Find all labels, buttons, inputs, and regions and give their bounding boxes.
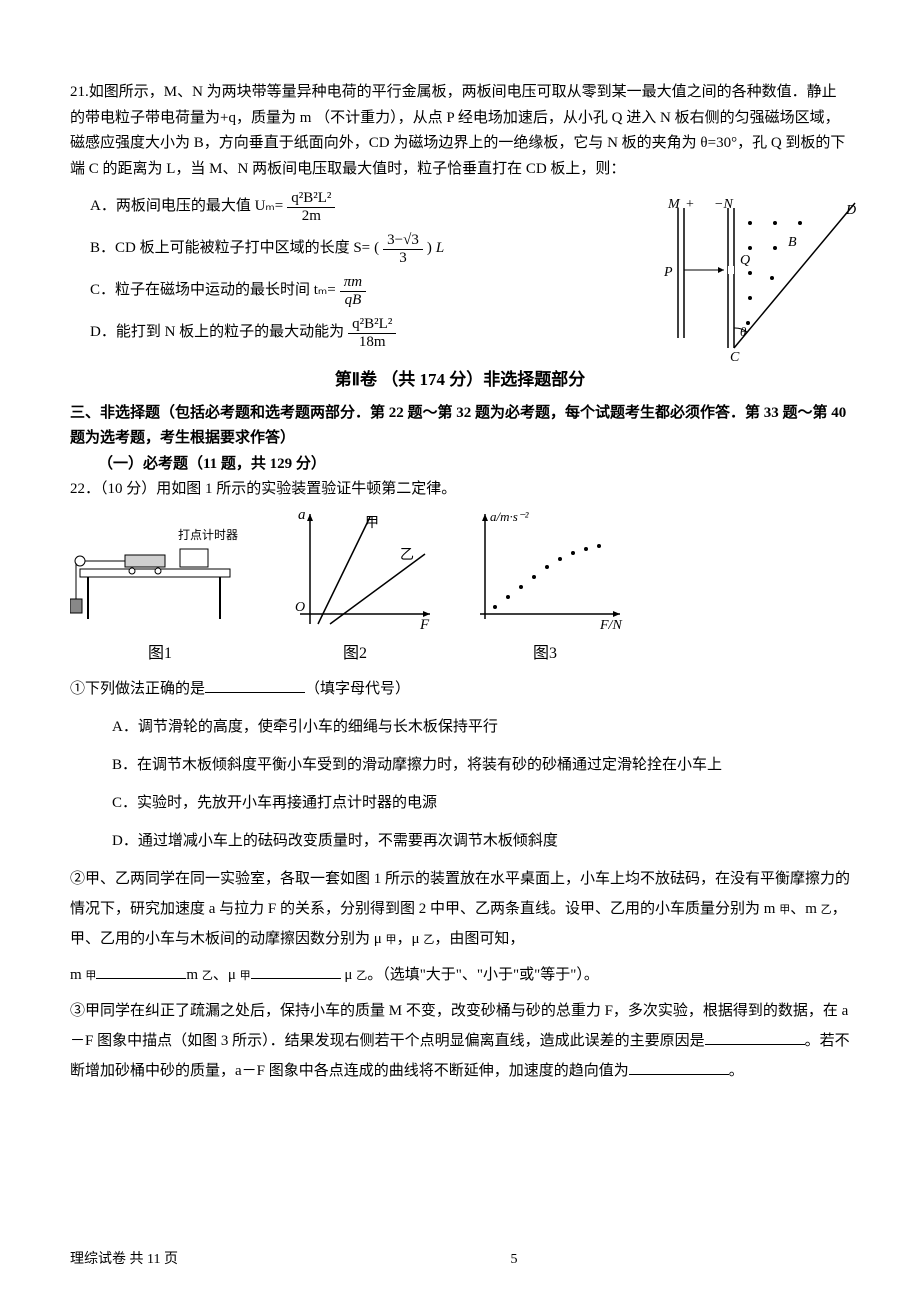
fig3-label: 图3 xyxy=(460,640,630,667)
label-C: C xyxy=(730,350,740,363)
question-22: 22．（10 分）用如图 1 所示的实验装置验证牛顿第二定律。 打点计时器 xyxy=(70,477,850,1085)
q22-optC: C．实验时，先放开小车再接通打点计时器的电源 xyxy=(112,788,850,818)
optC-prefix: C．粒子在磁场中运动的最长时间 tₘ= xyxy=(90,278,336,304)
footer-number: 5 xyxy=(70,1248,850,1272)
label-N: −N xyxy=(714,198,733,212)
q22-p1: ①下列做法正确的是（填字母代号） xyxy=(70,674,850,704)
blank-p1 xyxy=(205,677,305,693)
label-D: D xyxy=(845,203,856,218)
optA-prefix: A．两板间电压的最大值 Uₘ= xyxy=(90,194,283,220)
label-Q: Q xyxy=(740,253,750,268)
blank-reason xyxy=(705,1029,805,1045)
svg-text:F: F xyxy=(419,617,430,629)
page-footer: 理综试卷 共 11 页 5 xyxy=(70,1248,850,1272)
fig1-label: 图1 xyxy=(70,640,250,667)
section2-sub: （一）必考题（11 题，共 129 分） xyxy=(98,452,850,478)
optB-fraction: 3−√3 3 xyxy=(383,232,423,266)
svg-text:甲: 甲 xyxy=(365,516,379,531)
question-21: 21.如图所示，M、N 为两块带等量异种电荷的平行金属板，两板间电压可取从零到某… xyxy=(70,80,850,350)
label-M: M xyxy=(667,198,681,212)
blank-limit xyxy=(629,1059,729,1075)
q22-fig1: 打点计时器 图1 xyxy=(70,519,250,668)
optC-fraction: πm qB xyxy=(340,274,366,308)
optB-prefix: B．CD 板上可能被粒子打中区域的长度 S= xyxy=(90,236,370,262)
section2-instructions: 三、非选择题（包括必考题和选考题两部分．第 22 题～第 32 题为必考题，每个… xyxy=(70,401,850,452)
q22-optA: A．调节滑轮的高度，使牵引小车的细绳与长木板保持平行 xyxy=(112,712,850,742)
q22-optB: B．在调节木板倾斜度平衡小车受到的滑动摩擦力时，将装有砂的砂桶通过定滑轮拴在小车… xyxy=(112,750,850,780)
q22-p2-line2: m 甲m 乙、μ 甲 μ 乙。（选填"大于"、"小于"或"等于"）。 xyxy=(70,960,850,990)
svg-text:F/N: F/N xyxy=(599,618,622,629)
footer-pages: 理综试卷 共 11 页 xyxy=(70,1248,178,1272)
fig2-label: 图2 xyxy=(270,640,440,667)
optD-fraction: q²B²L² 18m xyxy=(348,316,396,350)
q22-fig3: a/m·s⁻² F/N 图3 xyxy=(460,509,630,668)
label-theta: θ xyxy=(740,324,747,339)
q22-optD: D．通过增减小车上的砝码改变质量时，不需要再次调节木板倾斜度 xyxy=(112,826,850,856)
q22-p2: ②甲、乙两同学在同一实验室，各取一套如图 1 所示的装置放在水平桌面上，小车上均… xyxy=(70,864,850,954)
q22-figures: 打点计时器 图1 xyxy=(70,509,850,668)
q21-figure: M + −N B P Q C D θ xyxy=(660,198,860,373)
optA-fraction: q²B²L² 2m xyxy=(287,190,335,224)
svg-text:a/m·s⁻²: a/m·s⁻² xyxy=(490,509,530,524)
q21-stem: 21.如图所示，M、N 为两块带等量异种电荷的平行金属板，两板间电压可取从零到某… xyxy=(70,80,850,182)
q21-number: 21. xyxy=(70,84,89,100)
optD-prefix: D．能打到 N 板上的粒子的最大动能为 xyxy=(90,320,344,346)
svg-text:打点计时器: 打点计时器 xyxy=(178,528,238,542)
q22-fig2: a 甲 乙 O F 图2 xyxy=(270,509,440,668)
svg-text:a: a xyxy=(298,509,306,523)
blank-mu xyxy=(251,963,341,979)
svg-text:O: O xyxy=(295,600,305,615)
blank-m xyxy=(96,963,186,979)
svg-text:乙: 乙 xyxy=(400,547,414,563)
q21-body: 如图所示，M、N 为两块带等量异种电荷的平行金属板，两板间电压可取从零到某一最大… xyxy=(70,84,845,177)
label-plus: + xyxy=(686,198,694,212)
q22-header: 22．（10 分）用如图 1 所示的实验装置验证牛顿第二定律。 xyxy=(70,477,850,503)
label-P: P xyxy=(663,265,673,280)
label-B: B xyxy=(788,235,797,250)
q22-p3: ③甲同学在纠正了疏漏之处后，保持小车的质量 M 不变，改变砂桶与砂的总重力 F，… xyxy=(70,996,850,1086)
